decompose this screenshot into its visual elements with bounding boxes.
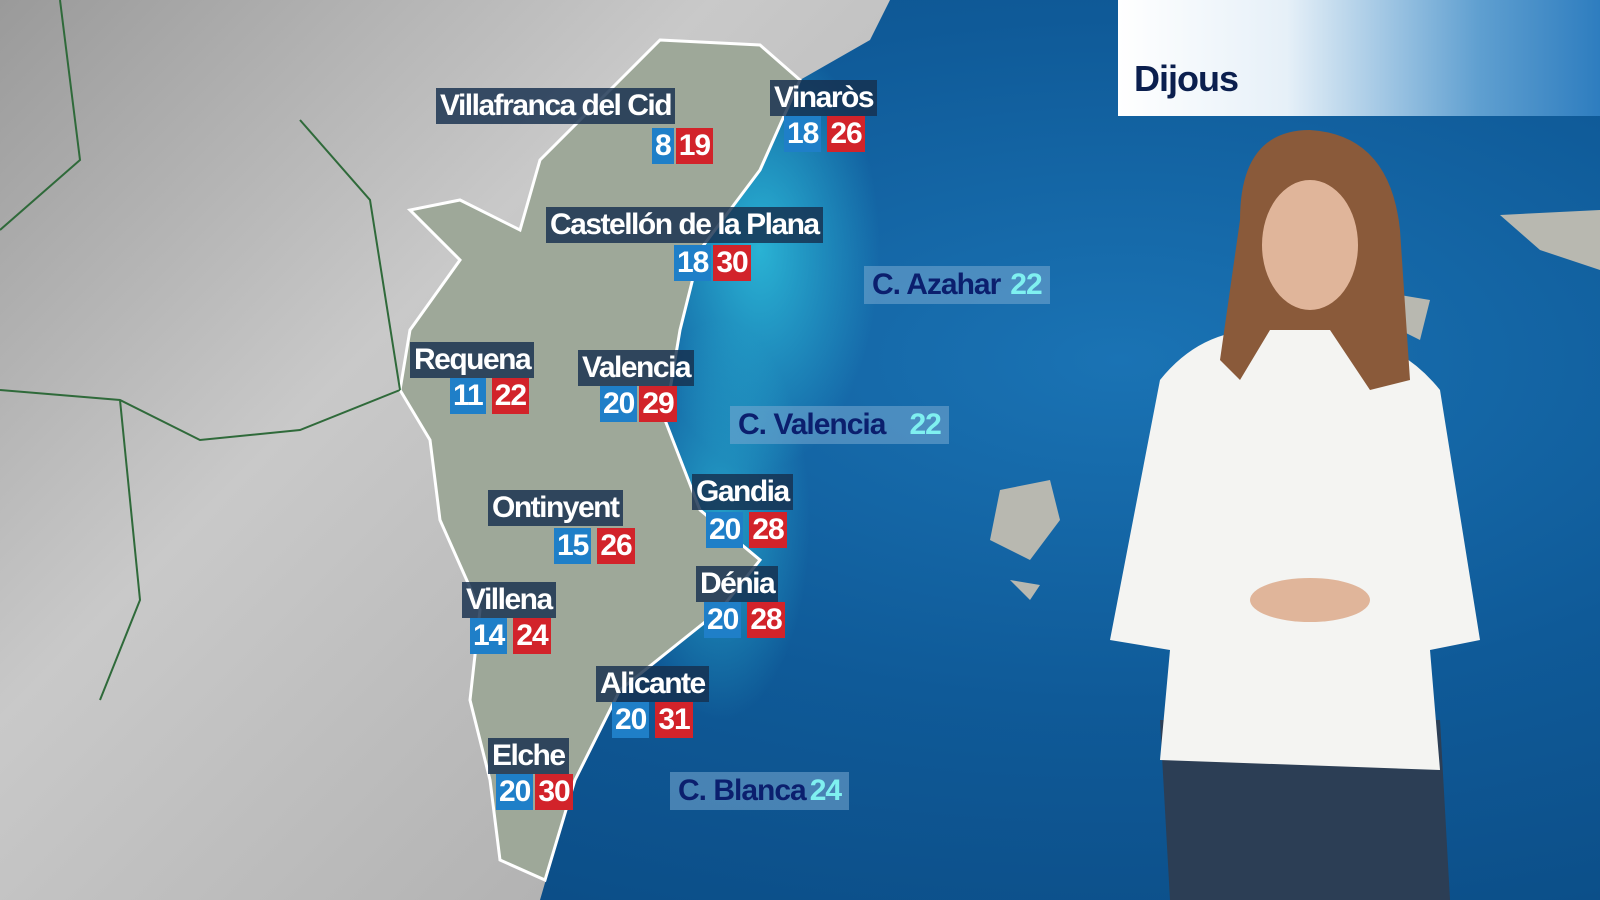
city-name: Requena [410, 342, 535, 378]
sea-zone-costa-valencia: C. Valencia 22 [730, 406, 949, 444]
max-temp: 30 [535, 774, 573, 810]
max-temp: 19 [675, 128, 714, 164]
max-temp: 31 [655, 702, 693, 738]
city-name: Gandia [692, 474, 793, 510]
sea-zone-costa-blanca: C. Blanca 24 [670, 772, 850, 810]
min-temp: 18 [674, 245, 712, 281]
province-borders [0, 0, 401, 701]
min-temp: 20 [612, 702, 650, 738]
city-name: Dénia [696, 566, 779, 602]
min-temp: 20 [496, 774, 534, 810]
city-castellon-de-la-plana: Castellón de la Plana 18 30 [546, 207, 823, 281]
sea-temp: 24 [809, 774, 842, 807]
city-name: Vinaròs [770, 80, 877, 116]
city-name: Valencia [578, 350, 695, 386]
sea-temp: 22 [909, 408, 941, 441]
min-temp: 20 [600, 386, 638, 422]
city-name: Alicante [596, 666, 709, 702]
max-temp: 24 [513, 618, 551, 654]
city-name: Villena [462, 582, 556, 618]
sea-zone-costa-azahar: C. Azahar 22 [864, 266, 1050, 304]
city-villafranca-del-cid: Villafranca del Cid 8 19 [436, 88, 714, 164]
sea-zone-name: C. Azahar [872, 268, 1001, 301]
island-ibiza [990, 480, 1060, 600]
city-name: Castellón de la Plana [546, 207, 823, 243]
city-requena: Requena 11 22 [410, 342, 535, 414]
city-elche: Elche 20 30 [488, 738, 573, 810]
city-denia: Dénia 20 28 [696, 566, 785, 638]
min-temp: 20 [706, 512, 744, 548]
sea-zone-name: C. Valencia [738, 408, 886, 441]
city-villena: Villena 14 24 [462, 582, 556, 654]
min-temp: 15 [554, 528, 592, 564]
city-alicante: Alicante 20 31 [596, 666, 709, 738]
city-gandia: Gandia 20 28 [692, 474, 793, 548]
max-temp: 28 [747, 602, 785, 638]
day-label: Dijous [1134, 58, 1239, 99]
city-name: Villafranca del Cid [436, 88, 676, 124]
presenter-hands [1250, 578, 1370, 622]
city-valencia: Valencia 20 29 [578, 350, 695, 422]
sea-zone-name: C. Blanca [678, 774, 807, 807]
city-ontinyent: Ontinyent 15 26 [488, 490, 635, 564]
min-temp: 20 [704, 602, 742, 638]
min-temp: 14 [470, 618, 508, 654]
max-temp: 26 [827, 116, 865, 152]
min-temp: 18 [784, 116, 822, 152]
max-temp: 22 [491, 378, 530, 414]
day-banner: Dijous [1118, 0, 1600, 116]
island-mallorca [1400, 210, 1600, 340]
max-temp: 28 [749, 512, 787, 548]
city-vinaros: Vinaròs 18 26 [770, 80, 877, 152]
presenter-blouse [1110, 330, 1480, 770]
city-name: Elche [488, 738, 569, 774]
sea-temp: 22 [1010, 268, 1042, 301]
presenter-face [1262, 180, 1358, 310]
city-name: Ontinyent [488, 490, 623, 526]
max-temp: 29 [639, 386, 677, 422]
min-temp: 8 [652, 128, 674, 164]
max-temp: 30 [713, 245, 751, 281]
max-temp: 26 [597, 528, 635, 564]
min-temp: 11 [450, 378, 486, 414]
